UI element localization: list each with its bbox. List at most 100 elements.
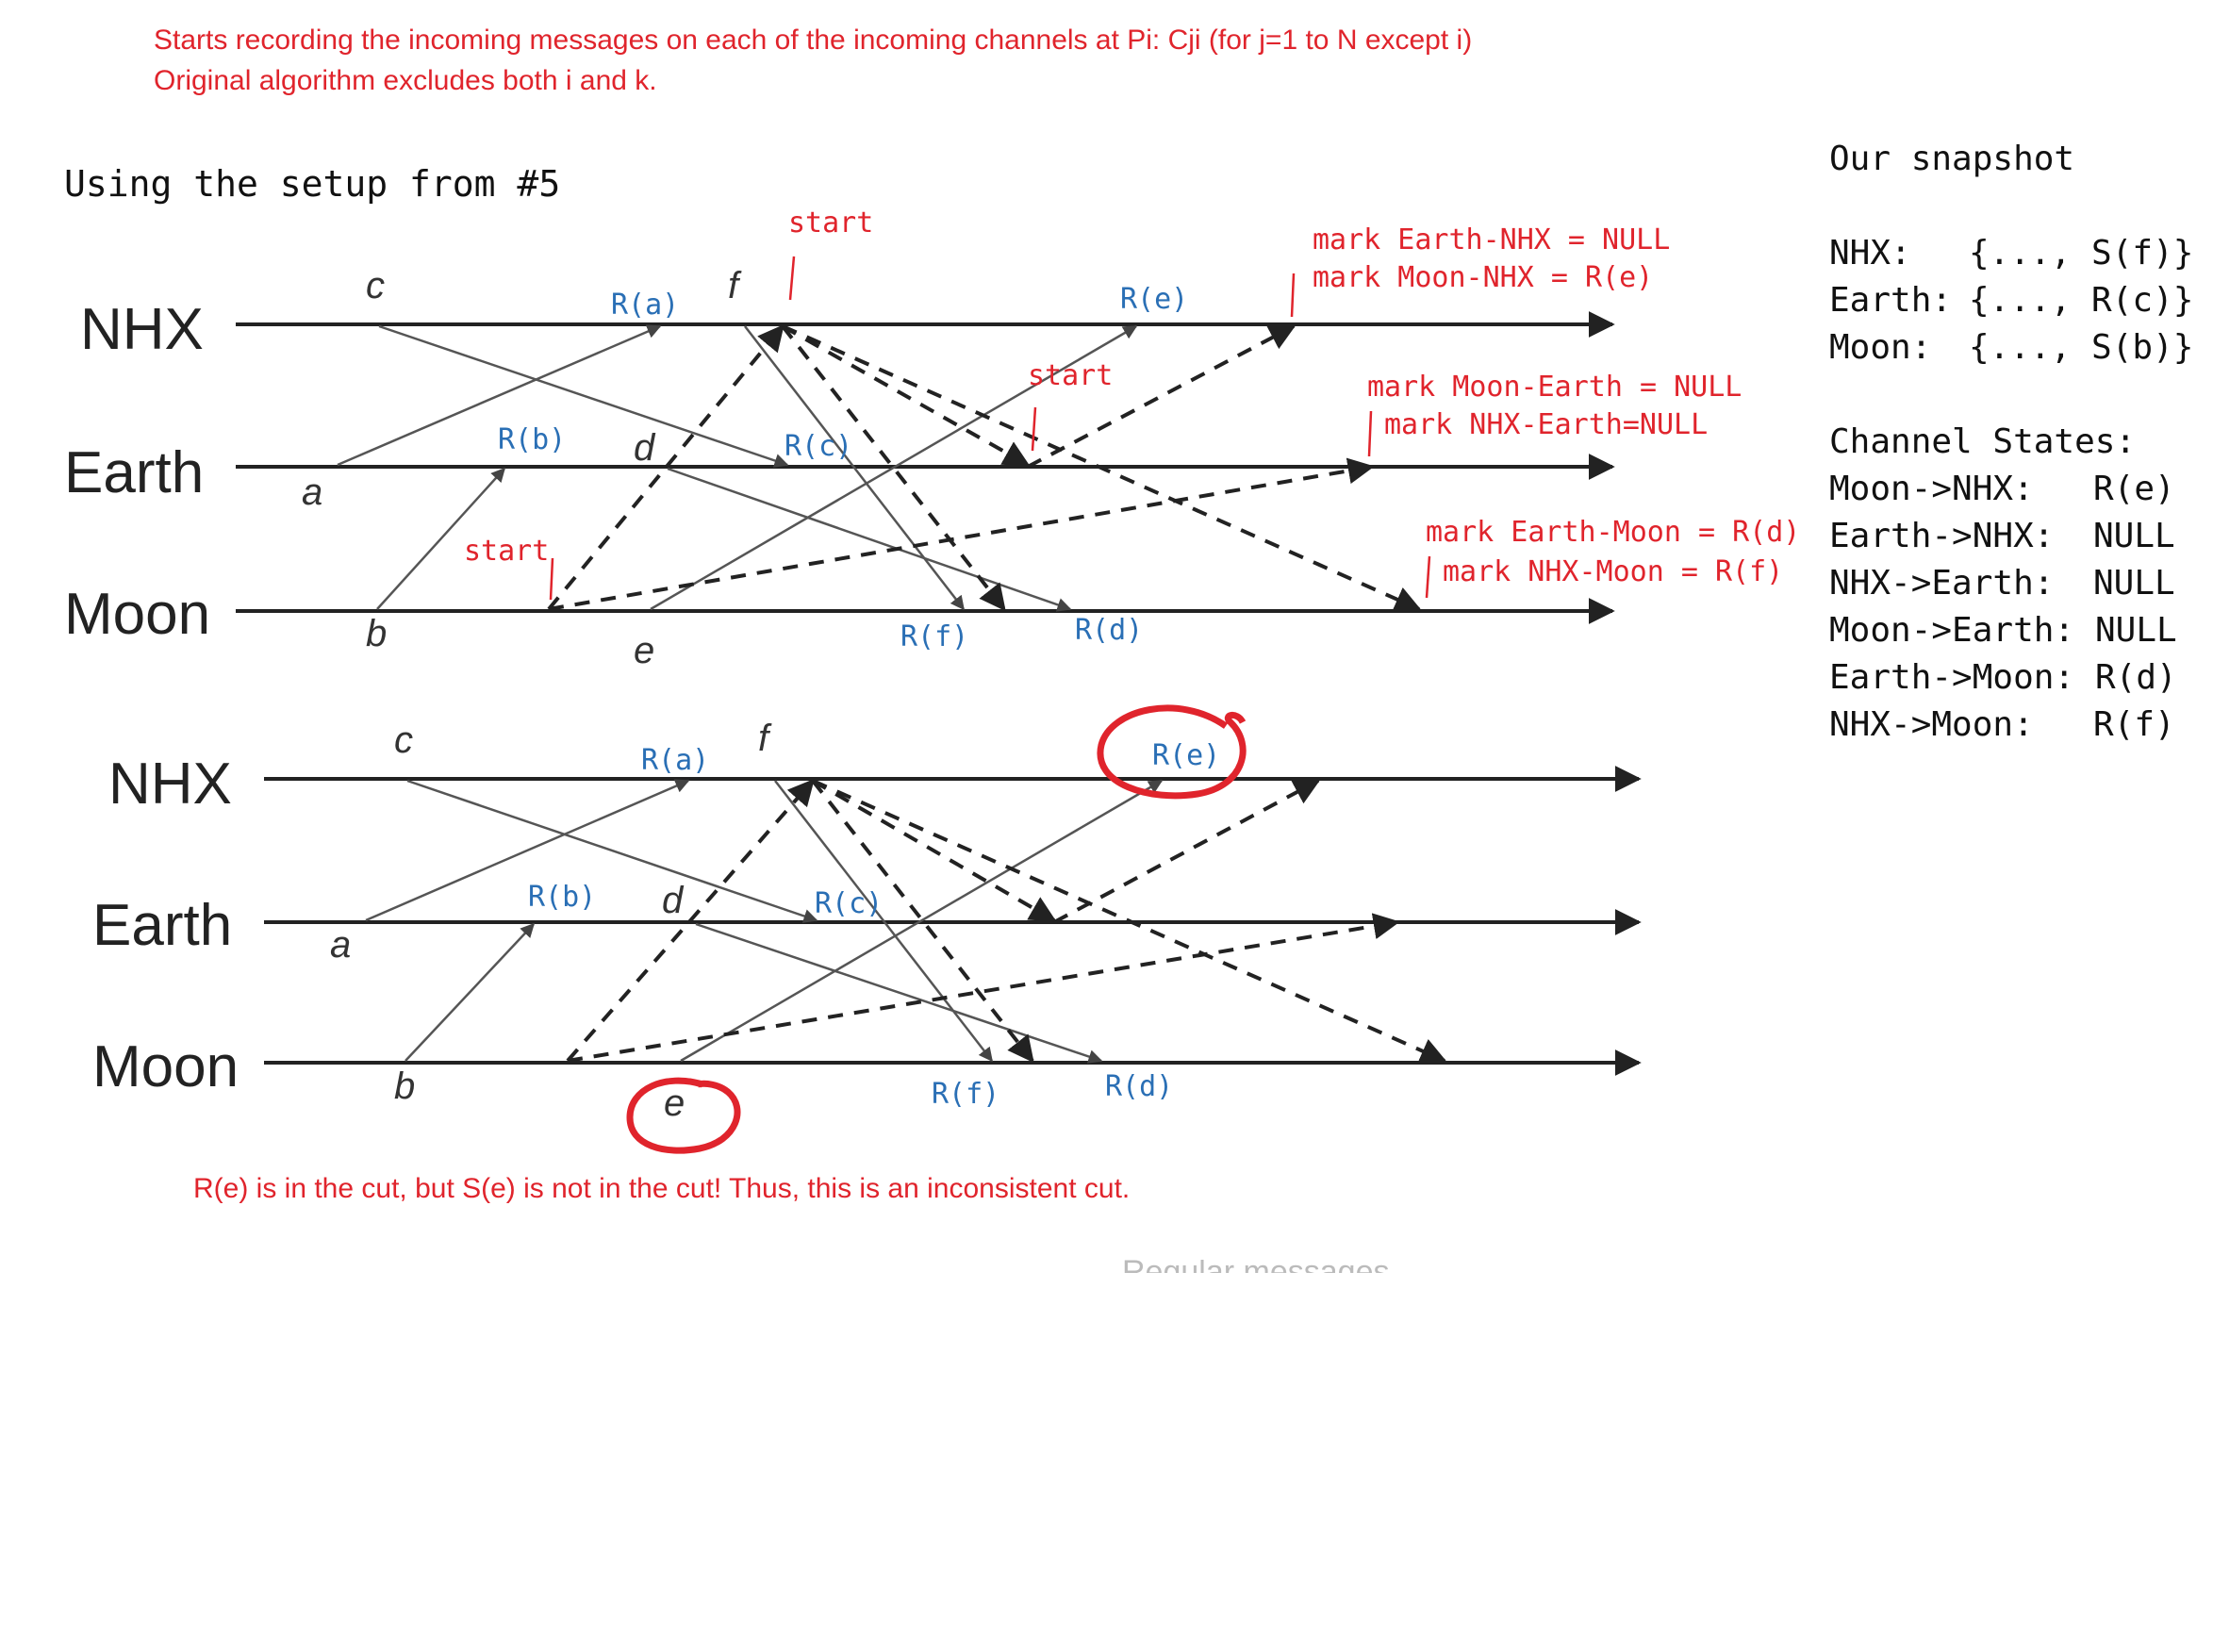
marker-moon-to-nhx bbox=[547, 323, 784, 611]
start-label-nhx: start bbox=[788, 206, 873, 240]
faded-text-clip: Regular messages bbox=[1122, 1254, 1389, 1290]
recv-label-c-2: R(c) bbox=[815, 887, 883, 920]
message-e bbox=[650, 324, 1138, 611]
channel-row-6-name: NHX->Moon: bbox=[1829, 705, 2034, 744]
channel-row-5-name: Earth->Moon: bbox=[1829, 658, 2074, 697]
recv-label-f-2: R(f) bbox=[932, 1078, 999, 1111]
top-diagram: NHX Earth Moon c a b d e f R(a) R(b) R(c… bbox=[64, 206, 1800, 671]
process-label-nhx: NHX bbox=[80, 297, 204, 362]
bottom-diagram: NHX Earth Moon c a b d e f R(a) R(b) R(c… bbox=[92, 704, 1642, 1154]
marker-moon-to-nhx-2 bbox=[566, 778, 815, 1063]
event-a-2: a bbox=[330, 924, 351, 966]
process-label-moon-2: Moon bbox=[92, 1034, 239, 1099]
recv-label-d-2: R(d) bbox=[1105, 1070, 1173, 1103]
mark-tick-nhx bbox=[1290, 273, 1296, 318]
start-label-earth: start bbox=[1028, 359, 1113, 392]
mark-earth-1: mark Moon-Earth = NULL bbox=[1367, 371, 1742, 404]
mark-moon-1: mark Earth-Moon = R(d) bbox=[1426, 516, 1800, 549]
snapshot-row-earth-value: {..., R(c)} bbox=[1969, 281, 2193, 320]
marker-nhx-to-moon-b bbox=[782, 324, 1422, 612]
faded-text: Regular messages bbox=[1122, 1254, 1389, 1290]
marker-nhx-to-earth bbox=[782, 324, 1031, 467]
channel-row-5-value: R(d) bbox=[2095, 658, 2177, 697]
recv-label-d: R(d) bbox=[1075, 614, 1143, 647]
channel-row-2-value: NULL bbox=[2093, 517, 2175, 555]
process-label-earth-2: Earth bbox=[92, 893, 232, 958]
event-a: a bbox=[302, 471, 322, 513]
top-note-line-2: Original algorithm excludes both i and k… bbox=[154, 65, 657, 96]
highlight-circle-recv-e bbox=[1097, 704, 1247, 800]
marker-nhx-to-earth-2 bbox=[811, 779, 1057, 922]
marker-earth-to-nhx-2 bbox=[1053, 779, 1321, 924]
start-tick-nhx bbox=[788, 256, 796, 301]
channel-row-1-name: Moon->NHX: bbox=[1829, 470, 2034, 508]
marker-nhx-to-moon-a-2 bbox=[811, 779, 1034, 1064]
mark-moon-2: mark NHX-Moon = R(f) bbox=[1443, 555, 1783, 588]
start-tick-earth bbox=[1031, 406, 1037, 452]
recv-label-b: R(b) bbox=[498, 423, 566, 456]
event-d: d bbox=[634, 427, 656, 469]
channel-row-3-value: NULL bbox=[2093, 564, 2175, 603]
snapshot-row-moon-name: Moon: bbox=[1829, 328, 1931, 367]
process-label-earth: Earth bbox=[64, 440, 204, 505]
marker-moon-to-earth-2 bbox=[567, 913, 1400, 1063]
message-d-2 bbox=[695, 922, 1103, 1064]
event-e-2: e bbox=[664, 1082, 685, 1124]
mark-nhx-2: mark Moon-NHX = R(e) bbox=[1313, 261, 1653, 294]
top-note-line-1: Starts recording the incoming messages o… bbox=[154, 25, 1472, 56]
heading: Using the setup from #5 bbox=[64, 163, 560, 205]
marker-nhx-to-moon-b-2 bbox=[812, 779, 1447, 1064]
bottom-note: R(e) is in the cut, but S(e) is not in t… bbox=[193, 1173, 1130, 1204]
mark-earth-2: mark NHX-Earth=NULL bbox=[1384, 408, 1708, 441]
marker-nhx-to-moon-a bbox=[781, 324, 1006, 612]
snapshot-panel: Our snapshot NHX: {..., S(f)} Earth: {..… bbox=[1829, 140, 2193, 744]
message-f bbox=[744, 325, 965, 611]
message-f-2 bbox=[774, 780, 993, 1063]
message-b-2 bbox=[405, 922, 536, 1062]
channel-row-3-name: NHX->Earth: bbox=[1829, 564, 2054, 603]
recv-label-a-2: R(a) bbox=[641, 744, 709, 777]
snapshot-row-nhx-value: {..., S(f)} bbox=[1969, 234, 2193, 273]
recv-label-f: R(f) bbox=[900, 620, 968, 653]
snapshot-row-moon-value: {..., S(b)} bbox=[1969, 328, 2193, 367]
marker-earth-to-nhx bbox=[1027, 324, 1296, 469]
channel-row-4-name: Moon->Earth: bbox=[1829, 611, 2074, 650]
message-d bbox=[667, 467, 1072, 612]
recv-label-e: R(e) bbox=[1120, 283, 1188, 316]
snapshot-row-nhx-name: NHX: bbox=[1829, 234, 1911, 273]
process-label-moon: Moon bbox=[64, 582, 210, 647]
mark-tick-moon bbox=[1425, 555, 1431, 599]
message-a-2 bbox=[365, 779, 690, 922]
event-c: c bbox=[366, 265, 385, 306]
channel-row-2-name: Earth->NHX: bbox=[1829, 517, 2054, 555]
mark-tick-earth bbox=[1367, 410, 1373, 457]
start-tick-moon bbox=[549, 557, 554, 601]
event-f-2: f bbox=[758, 718, 772, 759]
message-b bbox=[376, 467, 506, 610]
event-e: e bbox=[634, 630, 654, 671]
message-c-2 bbox=[406, 779, 818, 923]
mark-nhx-1: mark Earth-NHX = NULL bbox=[1313, 223, 1670, 256]
snapshot-row-earth-name: Earth: bbox=[1829, 281, 1952, 320]
recv-label-a: R(a) bbox=[611, 289, 679, 322]
event-b: b bbox=[366, 613, 387, 654]
event-b-2: b bbox=[394, 1066, 415, 1107]
recv-label-e-2: R(e) bbox=[1152, 739, 1220, 772]
start-label-moon: start bbox=[464, 535, 549, 568]
message-c bbox=[378, 324, 789, 468]
event-d-2: d bbox=[662, 880, 685, 921]
event-f: f bbox=[728, 265, 742, 306]
recv-label-c: R(c) bbox=[784, 430, 852, 463]
process-label-nhx-2: NHX bbox=[108, 752, 232, 817]
channel-row-6-value: R(f) bbox=[2093, 705, 2175, 744]
channel-row-4-value: NULL bbox=[2095, 611, 2177, 650]
recv-label-b-2: R(b) bbox=[528, 881, 596, 914]
snapshot-title: Our snapshot bbox=[1829, 140, 2074, 178]
marker-moon-to-earth bbox=[548, 457, 1375, 611]
channel-states-title: Channel States: bbox=[1829, 422, 2136, 461]
message-e-2 bbox=[680, 779, 1164, 1063]
channel-row-1-value: R(e) bbox=[2093, 470, 2175, 508]
message-a bbox=[337, 324, 662, 467]
highlight-circle-event-e bbox=[626, 1077, 741, 1154]
